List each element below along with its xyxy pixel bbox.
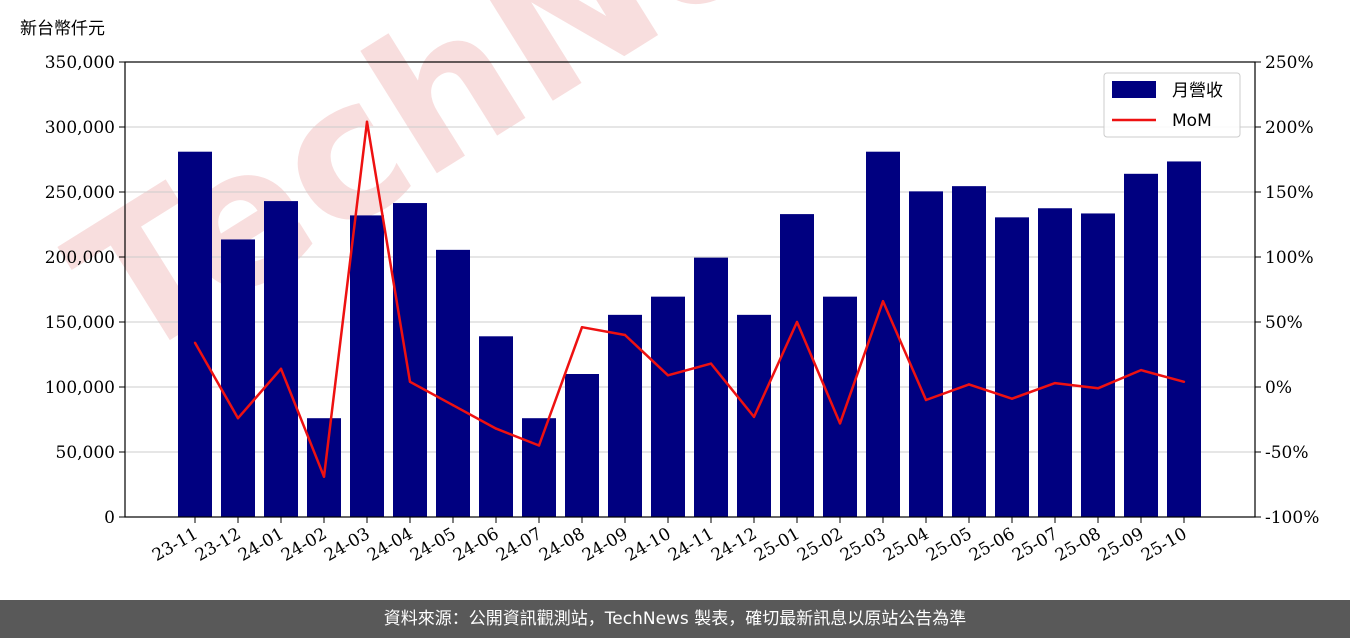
y-right-tick-label: 0% [1265, 378, 1292, 398]
bar [1124, 173, 1158, 518]
x-tick-label: 24-04 [364, 524, 416, 566]
bar [608, 314, 642, 517]
y-left-tick-label: 200,000 [45, 248, 115, 268]
y-left-tick-label: 50,000 [56, 443, 115, 463]
x-tick-label: 25-10 [1138, 524, 1190, 566]
y-right-tick-label: 150% [1265, 183, 1314, 203]
x-axis: 23-1123-1224-0124-0224-0324-0424-0524-06… [149, 517, 1191, 566]
y-right-tick-label: 100% [1265, 248, 1314, 268]
bar [995, 217, 1029, 517]
y-right-tick-label: 200% [1265, 118, 1314, 138]
x-tick-label: 24-02 [278, 524, 330, 566]
y-right-tick-label: 250% [1265, 53, 1314, 73]
bar [651, 296, 685, 517]
line-point [1096, 387, 1100, 390]
y-left-tick-label: 100,000 [45, 378, 115, 398]
bar [436, 249, 470, 517]
line-point [795, 320, 799, 324]
bar [264, 201, 298, 517]
x-tick-label: 24-05 [407, 524, 459, 566]
line-point [709, 362, 713, 365]
y-left-tick-label: 250,000 [45, 183, 115, 203]
x-tick-label: 25-07 [1009, 524, 1061, 566]
line-point [752, 415, 756, 419]
bar [952, 186, 986, 517]
line-point [193, 341, 197, 344]
line-point [1053, 381, 1057, 385]
line-point [1139, 368, 1143, 372]
x-tick-label: 24-07 [493, 524, 545, 566]
x-tick-label: 23-12 [192, 524, 244, 566]
y-left-tick-label: 350,000 [45, 53, 115, 73]
bar [522, 418, 556, 517]
x-tick-label: 24-06 [450, 524, 502, 566]
bar [694, 257, 728, 517]
x-tick-label: 24-11 [665, 524, 717, 566]
line-point [494, 427, 498, 430]
y-left-tick-label: 150,000 [45, 313, 115, 333]
line-point [451, 404, 455, 407]
line-point [322, 475, 326, 478]
right-axis: -100% -50% 0% 50% 100% 150% 200% 250% [1255, 53, 1319, 528]
x-tick-label: 24-10 [622, 524, 674, 566]
line-point [666, 374, 670, 377]
x-tick-label: 25-04 [880, 524, 932, 566]
y-axis-unit-label: 新台幣仟元 [20, 19, 105, 39]
x-tick-label: 25-06 [966, 524, 1018, 566]
bar-series [178, 151, 1201, 518]
bar [1081, 213, 1115, 517]
x-tick-label: 24-09 [579, 524, 631, 566]
x-tick-label: 24-01 [235, 524, 287, 566]
x-tick-label: 25-03 [837, 524, 889, 566]
bar [393, 203, 427, 518]
x-tick-label: 24-08 [536, 524, 588, 566]
mom-line [193, 120, 1185, 478]
x-tick-label: 24-12 [708, 524, 760, 566]
x-tick-label: 24-03 [321, 524, 373, 566]
bar [1167, 161, 1201, 517]
line-point [408, 380, 412, 383]
line-point [365, 120, 369, 124]
line-point [236, 417, 240, 420]
line-point [838, 422, 842, 425]
bar [479, 336, 513, 517]
bar [221, 239, 255, 517]
line-point [1182, 380, 1186, 383]
line-point [924, 398, 928, 402]
bar [1038, 208, 1072, 517]
plot-frame [124, 61, 1256, 518]
bar [178, 151, 212, 517]
footer-source-note: 資料來源：公開資訊觀測站，TechNews 製表，確切最新訊息以原站公告為準 [0, 600, 1350, 638]
mom-line-series [193, 120, 1186, 478]
y-right-tick-label: 50% [1265, 313, 1303, 333]
bar [909, 191, 943, 517]
x-tick-label: 23-11 [149, 524, 201, 566]
line-point [967, 383, 971, 386]
bar [350, 215, 384, 517]
bar [780, 214, 814, 517]
y-right-tick-label: -50% [1265, 443, 1309, 463]
line-point [1010, 397, 1014, 400]
x-tick-label: 25-01 [751, 524, 803, 566]
bar [823, 296, 857, 517]
line-point [537, 444, 541, 447]
legend-label-revenue: 月營收 [1172, 81, 1223, 101]
line-point [881, 300, 885, 303]
bar [565, 374, 599, 517]
legend-label-mom: MoM [1172, 111, 1212, 131]
x-tick-label: 25-08 [1052, 524, 1104, 566]
legend-bar-swatch [1112, 81, 1156, 98]
x-tick-label: 25-02 [794, 524, 846, 566]
line-point [623, 333, 627, 337]
line-point [580, 326, 584, 329]
y-left-tick-label: 300,000 [45, 118, 115, 138]
chart: TechNews 050,000100,000150,000200,000250… [37, 0, 1320, 566]
left-axis: 0 50,000 100,000 150,000 200,000 250,000 300,0… [45, 53, 125, 528]
x-tick-label: 25-05 [923, 524, 975, 566]
y-right-tick-label: -100% [1265, 508, 1319, 528]
line-point [279, 367, 283, 370]
x-tick-label: 25-09 [1095, 524, 1147, 566]
legend: 月營收 MoM [1103, 72, 1241, 138]
y-left-tick-label: 0 [104, 508, 115, 528]
